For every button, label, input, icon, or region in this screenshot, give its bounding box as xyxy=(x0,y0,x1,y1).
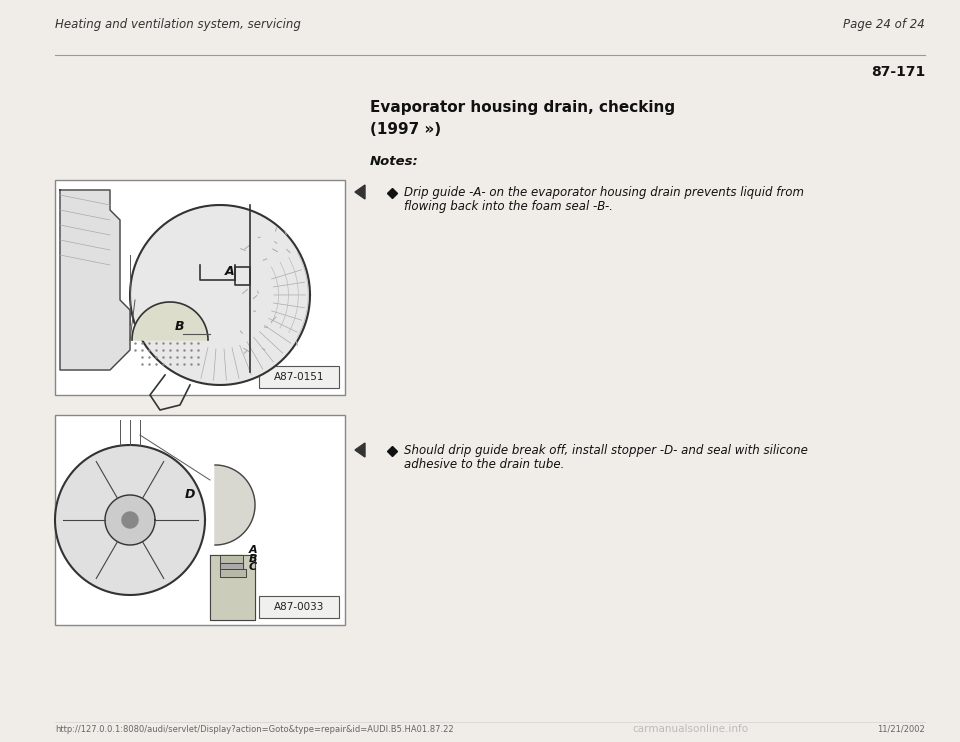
Text: 11/21/2002: 11/21/2002 xyxy=(877,725,925,734)
Text: B: B xyxy=(249,554,257,564)
Polygon shape xyxy=(130,205,310,385)
Polygon shape xyxy=(355,443,365,457)
Text: flowing back into the foam seal -B-.: flowing back into the foam seal -B-. xyxy=(404,200,613,213)
Text: A87-0033: A87-0033 xyxy=(274,602,324,612)
Polygon shape xyxy=(60,190,130,370)
Text: A: A xyxy=(249,545,257,555)
Text: Should drip guide break off, install stopper -D- and seal with silicone: Should drip guide break off, install sto… xyxy=(404,444,808,457)
Polygon shape xyxy=(132,302,208,340)
Text: A: A xyxy=(225,265,234,278)
Text: (1997 »): (1997 ») xyxy=(370,122,442,137)
FancyBboxPatch shape xyxy=(259,596,339,618)
Polygon shape xyxy=(105,495,155,545)
Polygon shape xyxy=(355,185,365,199)
Polygon shape xyxy=(122,512,138,528)
Text: 87-171: 87-171 xyxy=(871,65,925,79)
Text: adhesive to the drain tube.: adhesive to the drain tube. xyxy=(404,458,564,471)
Text: Drip guide -A- on the evaporator housing drain prevents liquid from: Drip guide -A- on the evaporator housing… xyxy=(404,186,804,199)
Text: Heating and ventilation system, servicing: Heating and ventilation system, servicin… xyxy=(55,18,300,31)
FancyBboxPatch shape xyxy=(259,366,339,388)
Polygon shape xyxy=(55,445,205,595)
Text: Notes:: Notes: xyxy=(370,155,419,168)
Text: C: C xyxy=(249,562,257,572)
Text: A87-0151: A87-0151 xyxy=(274,372,324,382)
Polygon shape xyxy=(210,555,255,620)
Bar xyxy=(55,415,345,625)
Polygon shape xyxy=(220,569,246,577)
Polygon shape xyxy=(215,465,255,545)
Text: D: D xyxy=(185,488,196,501)
Polygon shape xyxy=(220,555,243,563)
Text: Evaporator housing drain, checking: Evaporator housing drain, checking xyxy=(370,100,675,115)
Text: Page 24 of 24: Page 24 of 24 xyxy=(843,18,925,31)
Bar xyxy=(55,180,345,395)
Polygon shape xyxy=(220,563,243,569)
Text: http://127.0.0.1:8080/audi/servlet/Display?action=Goto&type=repair&id=AUDI.B5.HA: http://127.0.0.1:8080/audi/servlet/Displ… xyxy=(55,725,454,734)
Text: B: B xyxy=(175,320,184,333)
Text: carmanualsonline.info: carmanualsonline.info xyxy=(632,724,748,734)
